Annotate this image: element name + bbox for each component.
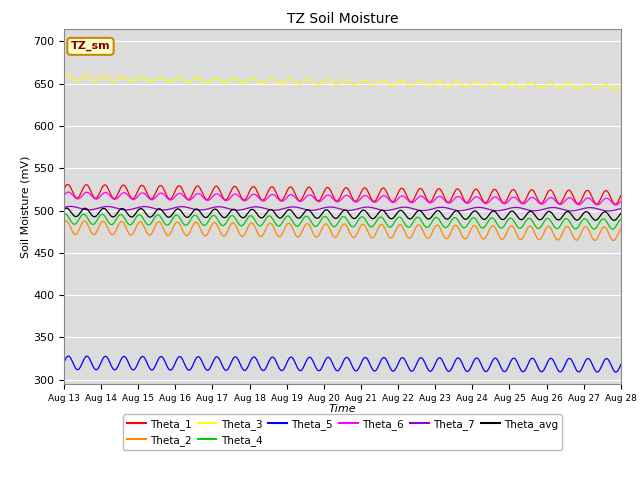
Title: TZ Soil Moisture: TZ Soil Moisture — [287, 12, 398, 26]
Y-axis label: Soil Moisture (mV): Soil Moisture (mV) — [20, 155, 30, 258]
Legend: Theta_1, Theta_2, Theta_3, Theta_4, Theta_5, Theta_6, Theta_7, Theta_avg: Theta_1, Theta_2, Theta_3, Theta_4, Thet… — [123, 414, 562, 450]
X-axis label: Time: Time — [328, 404, 356, 414]
Text: TZ_sm: TZ_sm — [70, 41, 110, 51]
